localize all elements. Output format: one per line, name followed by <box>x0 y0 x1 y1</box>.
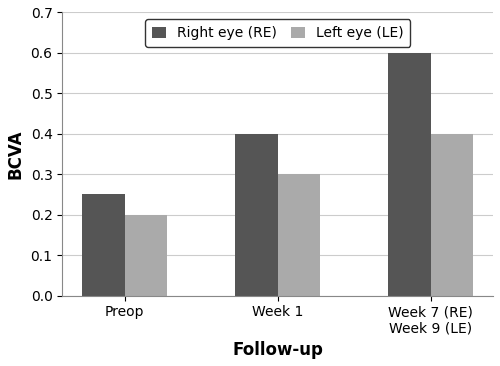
Y-axis label: BCVA: BCVA <box>7 129 25 179</box>
Bar <box>82 194 124 296</box>
Bar <box>388 53 430 296</box>
Bar <box>235 134 278 296</box>
Bar <box>430 134 474 296</box>
Bar <box>278 174 320 296</box>
Legend: Right eye (RE), Left eye (LE): Right eye (RE), Left eye (LE) <box>145 19 410 47</box>
Bar <box>124 215 168 296</box>
X-axis label: Follow-up: Follow-up <box>232 341 323 359</box>
